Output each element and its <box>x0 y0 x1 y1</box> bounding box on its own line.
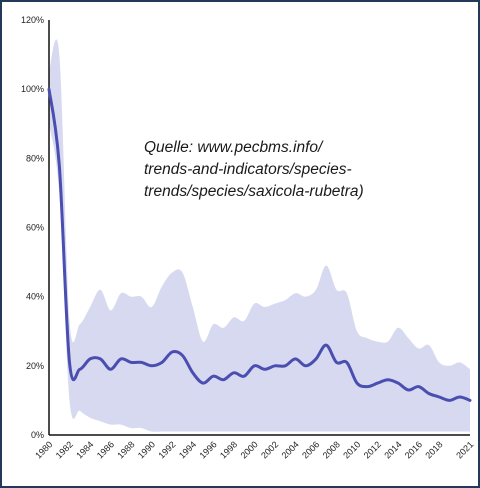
x-tick-label: 1998 <box>218 439 239 460</box>
x-tick-label: 1980 <box>33 439 54 460</box>
y-tick-label: 120% <box>21 15 44 25</box>
source-annotation-line: trends-and-indicators/species- <box>144 161 352 178</box>
x-tick-label: 2000 <box>239 439 260 460</box>
y-tick-label: 60% <box>26 223 44 233</box>
x-tick-label: 1984 <box>74 439 95 460</box>
x-tick-label: 2021 <box>454 439 475 460</box>
x-tick-label: 2004 <box>280 439 301 460</box>
x-tick-label: 1986 <box>95 439 116 460</box>
source-annotation-line: trends/species/saxicola-rubetra) <box>144 183 364 200</box>
x-tick-label: 2010 <box>341 439 362 460</box>
trend-line <box>47 87 472 402</box>
x-tick-label: 1982 <box>54 439 75 460</box>
y-tick-label: 80% <box>26 153 44 163</box>
y-tick-label: 100% <box>21 84 44 94</box>
y-tick-label: 40% <box>26 292 44 302</box>
x-tick-label: 2008 <box>321 439 342 460</box>
x-tick-label: 1992 <box>156 439 177 460</box>
x-tick-label: 1994 <box>177 439 198 460</box>
x-tick-label: 2016 <box>403 439 424 460</box>
x-tick-label: 1990 <box>136 439 157 460</box>
x-tick-label: 2018 <box>423 439 444 460</box>
x-tick-label: 1996 <box>197 439 218 460</box>
y-tick-label: 20% <box>26 361 44 371</box>
x-tick-label: 2002 <box>259 439 280 460</box>
x-tick-label: 2012 <box>362 439 383 460</box>
x-tick-label: 1988 <box>115 439 136 460</box>
y-tick-label: 0% <box>31 430 44 440</box>
source-annotation-line: Quelle: www.pecbms.info/ <box>144 139 324 156</box>
confidence-band <box>49 39 470 432</box>
x-tick-label: 2006 <box>300 439 321 460</box>
x-tick-label: 2014 <box>382 439 403 460</box>
